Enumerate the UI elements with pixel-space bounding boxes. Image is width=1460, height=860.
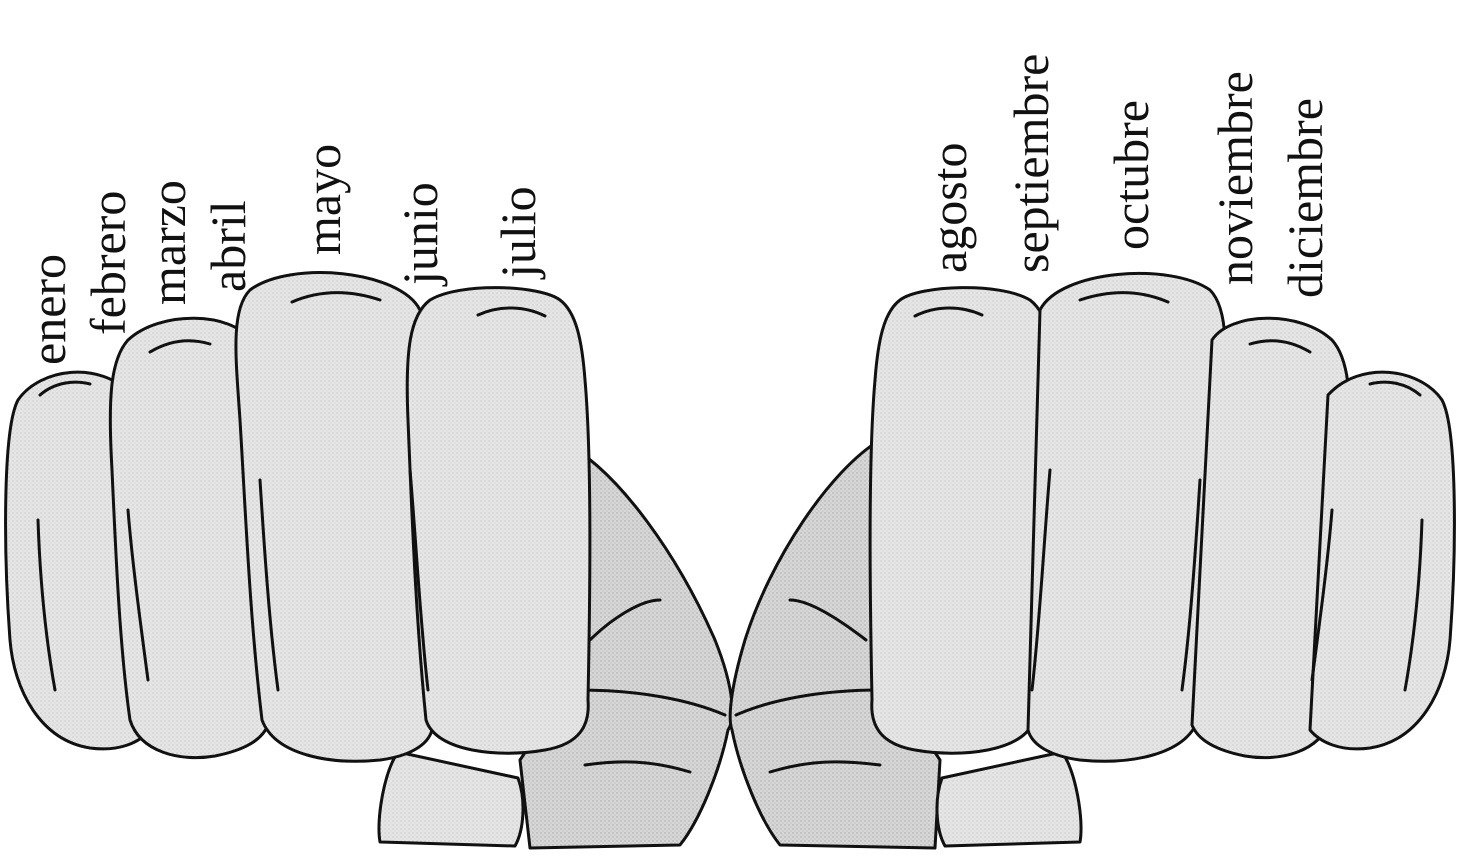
left-finger-3 bbox=[234, 271, 434, 763]
month-label-marzo: marzo bbox=[140, 180, 196, 305]
left-finger-4 bbox=[405, 286, 592, 755]
month-label-julio: julio bbox=[490, 186, 546, 280]
month-labels: enero febrero marzo abril mayo junio jul… bbox=[20, 54, 1333, 365]
right-wrist-crease-2 bbox=[788, 598, 868, 642]
left-thumb bbox=[377, 750, 525, 848]
right-finger-1 bbox=[868, 286, 1055, 755]
month-label-noviembre: noviembre bbox=[1207, 71, 1263, 285]
month-label-octubre: octubre bbox=[1103, 100, 1159, 250]
left-wrist-crease-3 bbox=[583, 760, 692, 774]
right-wrist-crease-3 bbox=[768, 760, 882, 774]
month-label-febrero: febrero bbox=[80, 191, 136, 335]
month-label-enero: enero bbox=[20, 254, 76, 365]
right-finger-4 bbox=[1308, 370, 1456, 751]
month-label-agosto: agosto bbox=[921, 142, 977, 273]
left-wrist-crease-2 bbox=[588, 598, 662, 642]
left-wrist-crease bbox=[576, 688, 727, 717]
month-label-junio: junio bbox=[392, 182, 448, 287]
right-thumb bbox=[935, 750, 1083, 848]
right-wrist-crease bbox=[734, 688, 882, 717]
left-fist bbox=[4, 271, 734, 850]
month-label-septiembre: septiembre bbox=[1003, 54, 1059, 273]
month-label-mayo: mayo bbox=[295, 144, 351, 255]
month-label-abril: abril bbox=[200, 200, 256, 292]
month-label-diciembre: diciembre bbox=[1277, 98, 1333, 298]
right-fist bbox=[728, 271, 1456, 850]
left-finger-2 bbox=[108, 316, 270, 760]
